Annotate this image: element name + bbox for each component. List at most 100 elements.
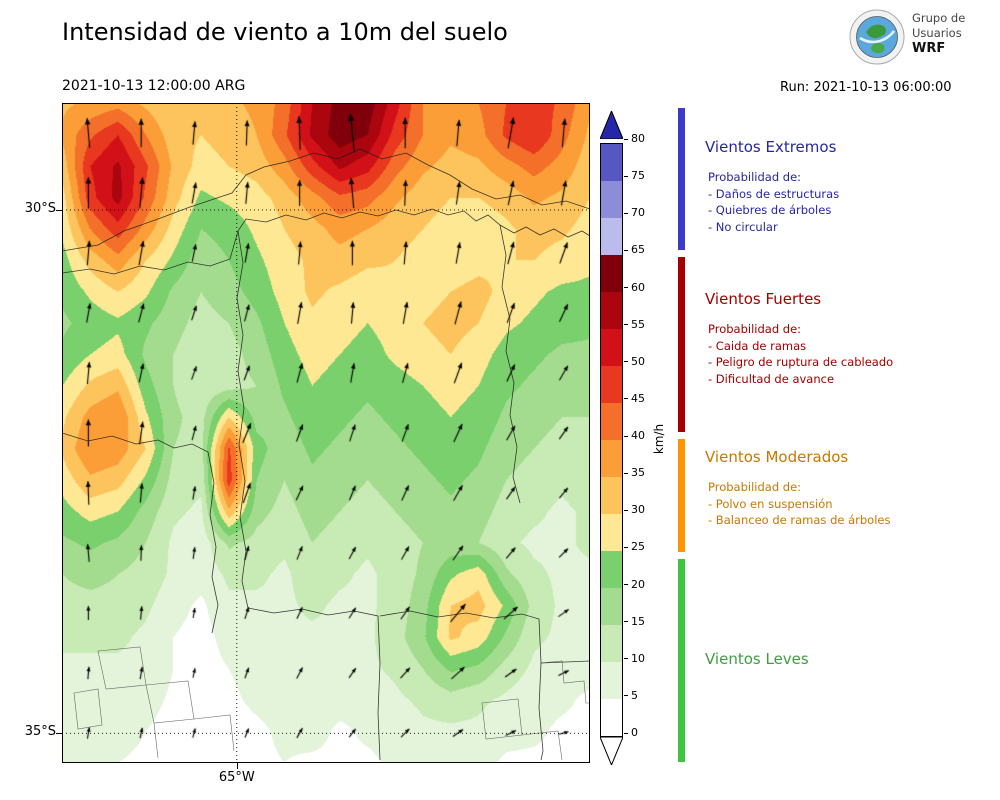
lon-tick-mark [236,763,238,769]
colorbar-tick-label: 35 [631,466,645,480]
colorbar-tick-label: 80 [631,132,645,145]
colorbar-segment [601,514,622,551]
colorbar-over-arrow [599,109,624,140]
colorbar-tick-label: 10 [631,651,645,665]
colorbar-tick-mark [624,324,628,326]
colorbar-tick-label: 20 [631,577,645,591]
legend-item: - No circular [708,219,778,234]
legend-item: - Caida de ramas [708,338,807,353]
colorbar-tick-label: 25 [631,540,645,554]
lat-tick-label: 35°S [24,724,56,740]
colorbar-tick-mark [624,138,628,140]
colorbar-tick-mark [624,212,628,214]
colorbar-tick-mark [624,509,628,511]
legend-title: Vientos Moderados [705,448,849,466]
colorbar-tick-label: 75 [631,169,645,183]
colorbar-tick-label: 5 [631,688,638,702]
logo-line-1: Grupo de [912,11,966,25]
legend-item: - Peligro de ruptura de cableado [708,355,894,369]
colorbar-tick-mark [624,658,628,660]
colorbar-segment [601,551,622,588]
colorbar-tick-mark [624,398,628,400]
province-boundaries [62,148,590,761]
globe-logo-icon [849,9,905,65]
legend-items: Probabilidad de: - Caida de ramas - Peligr… [708,321,993,387]
legend-bar-moderados [678,439,685,552]
legend-title: Vientos Leves [705,650,809,668]
legend-bar-extremos [678,108,685,250]
legend-section-extremos: Vientos Extremos Probabilidad de: - Daños… [705,138,993,235]
legend-item: - Daños de estructuras [708,186,840,201]
colorbar-segment [601,403,622,440]
colorbar-tick-labels: 0 5 10 15 20 25 30 35 40 45 50 55 60 65 70 75 80 [631,132,657,739]
map-overlay-svg [62,103,590,763]
colorbar-segment [601,366,622,403]
map-frame [62,103,590,763]
colorbar-segment [601,329,622,366]
logo-line-3: WRF [912,41,946,56]
colorbar-tick-label: 50 [631,354,645,368]
colorbar-tick-label: 0 [631,726,638,739]
colorbar-segment [601,218,622,255]
wrf-users-group-logo: Grupo de Usuarios WRF [848,8,998,66]
colorbar-segment [601,144,622,181]
colorbar-segment [601,662,622,699]
legend-item: - Polvo en suspensión [708,496,833,511]
colorbar-segment [601,477,622,514]
logo-text: Grupo de Usuarios WRF [912,11,965,56]
colorbar-tick-mark [624,621,628,623]
lat-tick-mark [56,209,62,211]
colorbar-tick-label: 55 [631,317,645,331]
lat-tick-label: 30°S [24,200,56,216]
colorbar-segment [601,255,622,292]
legend-item: Probabilidad de: [708,480,802,494]
legend-title: Vientos Extremos [705,138,837,156]
colorbar-tick-marks [624,138,629,734]
colorbar-tick-label: 45 [631,391,645,405]
colorbar-segment [601,292,622,329]
model-run-label: Run: 2021-10-13 06:00:00 [780,80,952,95]
legend-title: Vientos Fuertes [705,290,822,308]
colorbar-tick-mark [624,175,628,177]
colorbar-segment [601,699,622,736]
legend-items: Probabilidad de: - Polvo en suspensión - B… [708,479,993,529]
lon-tick-label: 65°W [218,770,255,785]
colorbar-under-arrow [599,736,624,767]
legend-bar-fuertes [678,257,685,432]
colorbar-tick-label: 70 [631,206,645,220]
colorbar-tick-mark [624,361,628,363]
colorbar-segment [601,181,622,218]
valid-datetime-label: 2021-10-13 12:00:00 ARG [62,78,246,94]
page-title: Intensidad de viento a 10m del suelo [62,18,508,46]
legend-item: Probabilidad de: [708,170,802,184]
lat-tick-mark [56,733,62,735]
legend-items: Probabilidad de: - Daños de estructuras - … [708,169,993,235]
legend-section-leves: Vientos Leves [705,650,993,681]
legend-section-moderados: Vientos Moderados Probabilidad de: - Polv… [705,448,993,529]
colorbar-segment [601,440,622,477]
colorbar-tick-mark [624,249,628,251]
colorbar-unit-label: km/h [652,423,667,455]
wind-map [62,103,590,763]
colorbar-tick-label: 30 [631,503,645,517]
colorbar [599,109,624,769]
legend-item: - Quiebres de árboles [708,203,832,217]
legend-item: Probabilidad de: [708,322,802,336]
colorbar-tick-mark [624,546,628,548]
legend-bar-leves [678,559,685,762]
colorbar-tick-mark [624,287,628,288]
colorbar-segment [601,588,622,625]
colorbar-tick-mark [624,435,628,437]
colorbar-segment [601,625,622,662]
legend-item: - Dificultad de avance [708,371,835,386]
colorbar-tick-mark [624,472,628,474]
colorbar-tick-label: 15 [631,614,645,628]
logo-line-2: Usuarios [912,26,962,40]
legend-item: - Balanceo de ramas de árboles [708,513,891,527]
legend-section-fuertes: Vientos Fuertes Probabilidad de: - Caida … [705,290,993,387]
colorbar-tick-label: 65 [631,243,645,257]
wind-field-canvas [62,103,590,763]
colorbar-tick-label: 40 [631,429,645,442]
colorbar-tick-label: 60 [631,280,645,294]
